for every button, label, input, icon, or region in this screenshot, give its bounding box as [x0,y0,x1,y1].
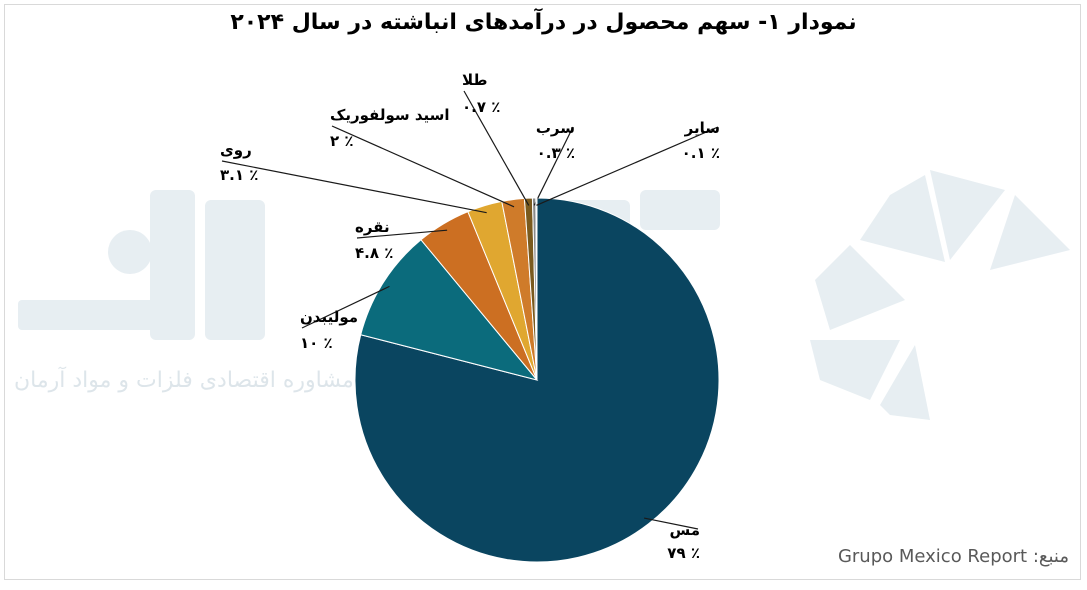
slice-label-4: اسید سولفوریک [330,106,450,124]
pie-slice-0 [354,197,720,563]
slice-value-6: ٪ ۰.۳ [537,144,575,162]
slice-label-1: مولیبدن [300,308,358,326]
source-prefix: منبع: [1032,546,1069,567]
source-name: Grupo Mexico Report [837,546,1028,567]
leader-line-6 [533,126,574,206]
leader-line-7 [536,126,719,206]
pie-slice-1 [360,239,539,381]
slice-value-0: ٪ ۷۹ [667,544,700,562]
pie-slice-7 [535,197,538,381]
chart-frame [4,4,1081,580]
leader-line-5 [463,90,530,206]
leader-line-0 [643,517,699,530]
slice-label-0: مس [670,521,701,539]
slice-value-2: ٪ ۴.۸ [355,244,393,262]
slice-label-7: سایر [684,119,720,137]
slice-label-6: سرب [536,119,575,137]
slice-value-4: ٪ ۲ [330,132,354,150]
slice-value-1: ٪ ۱۰ [300,334,333,352]
leader-line-1 [301,285,390,329]
slice-value-7: ٪ ۰.۱ [682,144,720,162]
slice-value-5: ٪ ۰.۷ [462,98,500,116]
slice-label-5: طلا [462,71,488,89]
slice-label-2: نقره [355,218,390,236]
leader-line-4 [331,125,515,208]
leader-line-2 [356,229,448,239]
slice-label-3: روی [220,141,252,159]
leader-line-3 [221,160,487,214]
source-note: منبع: Grupo Mexico Report [838,546,1069,567]
chart-title: نمودار ۱- سهم محصول در درآمدهای انباشته … [230,10,857,35]
slice-value-3: ٪ ۳.۱ [220,166,258,184]
